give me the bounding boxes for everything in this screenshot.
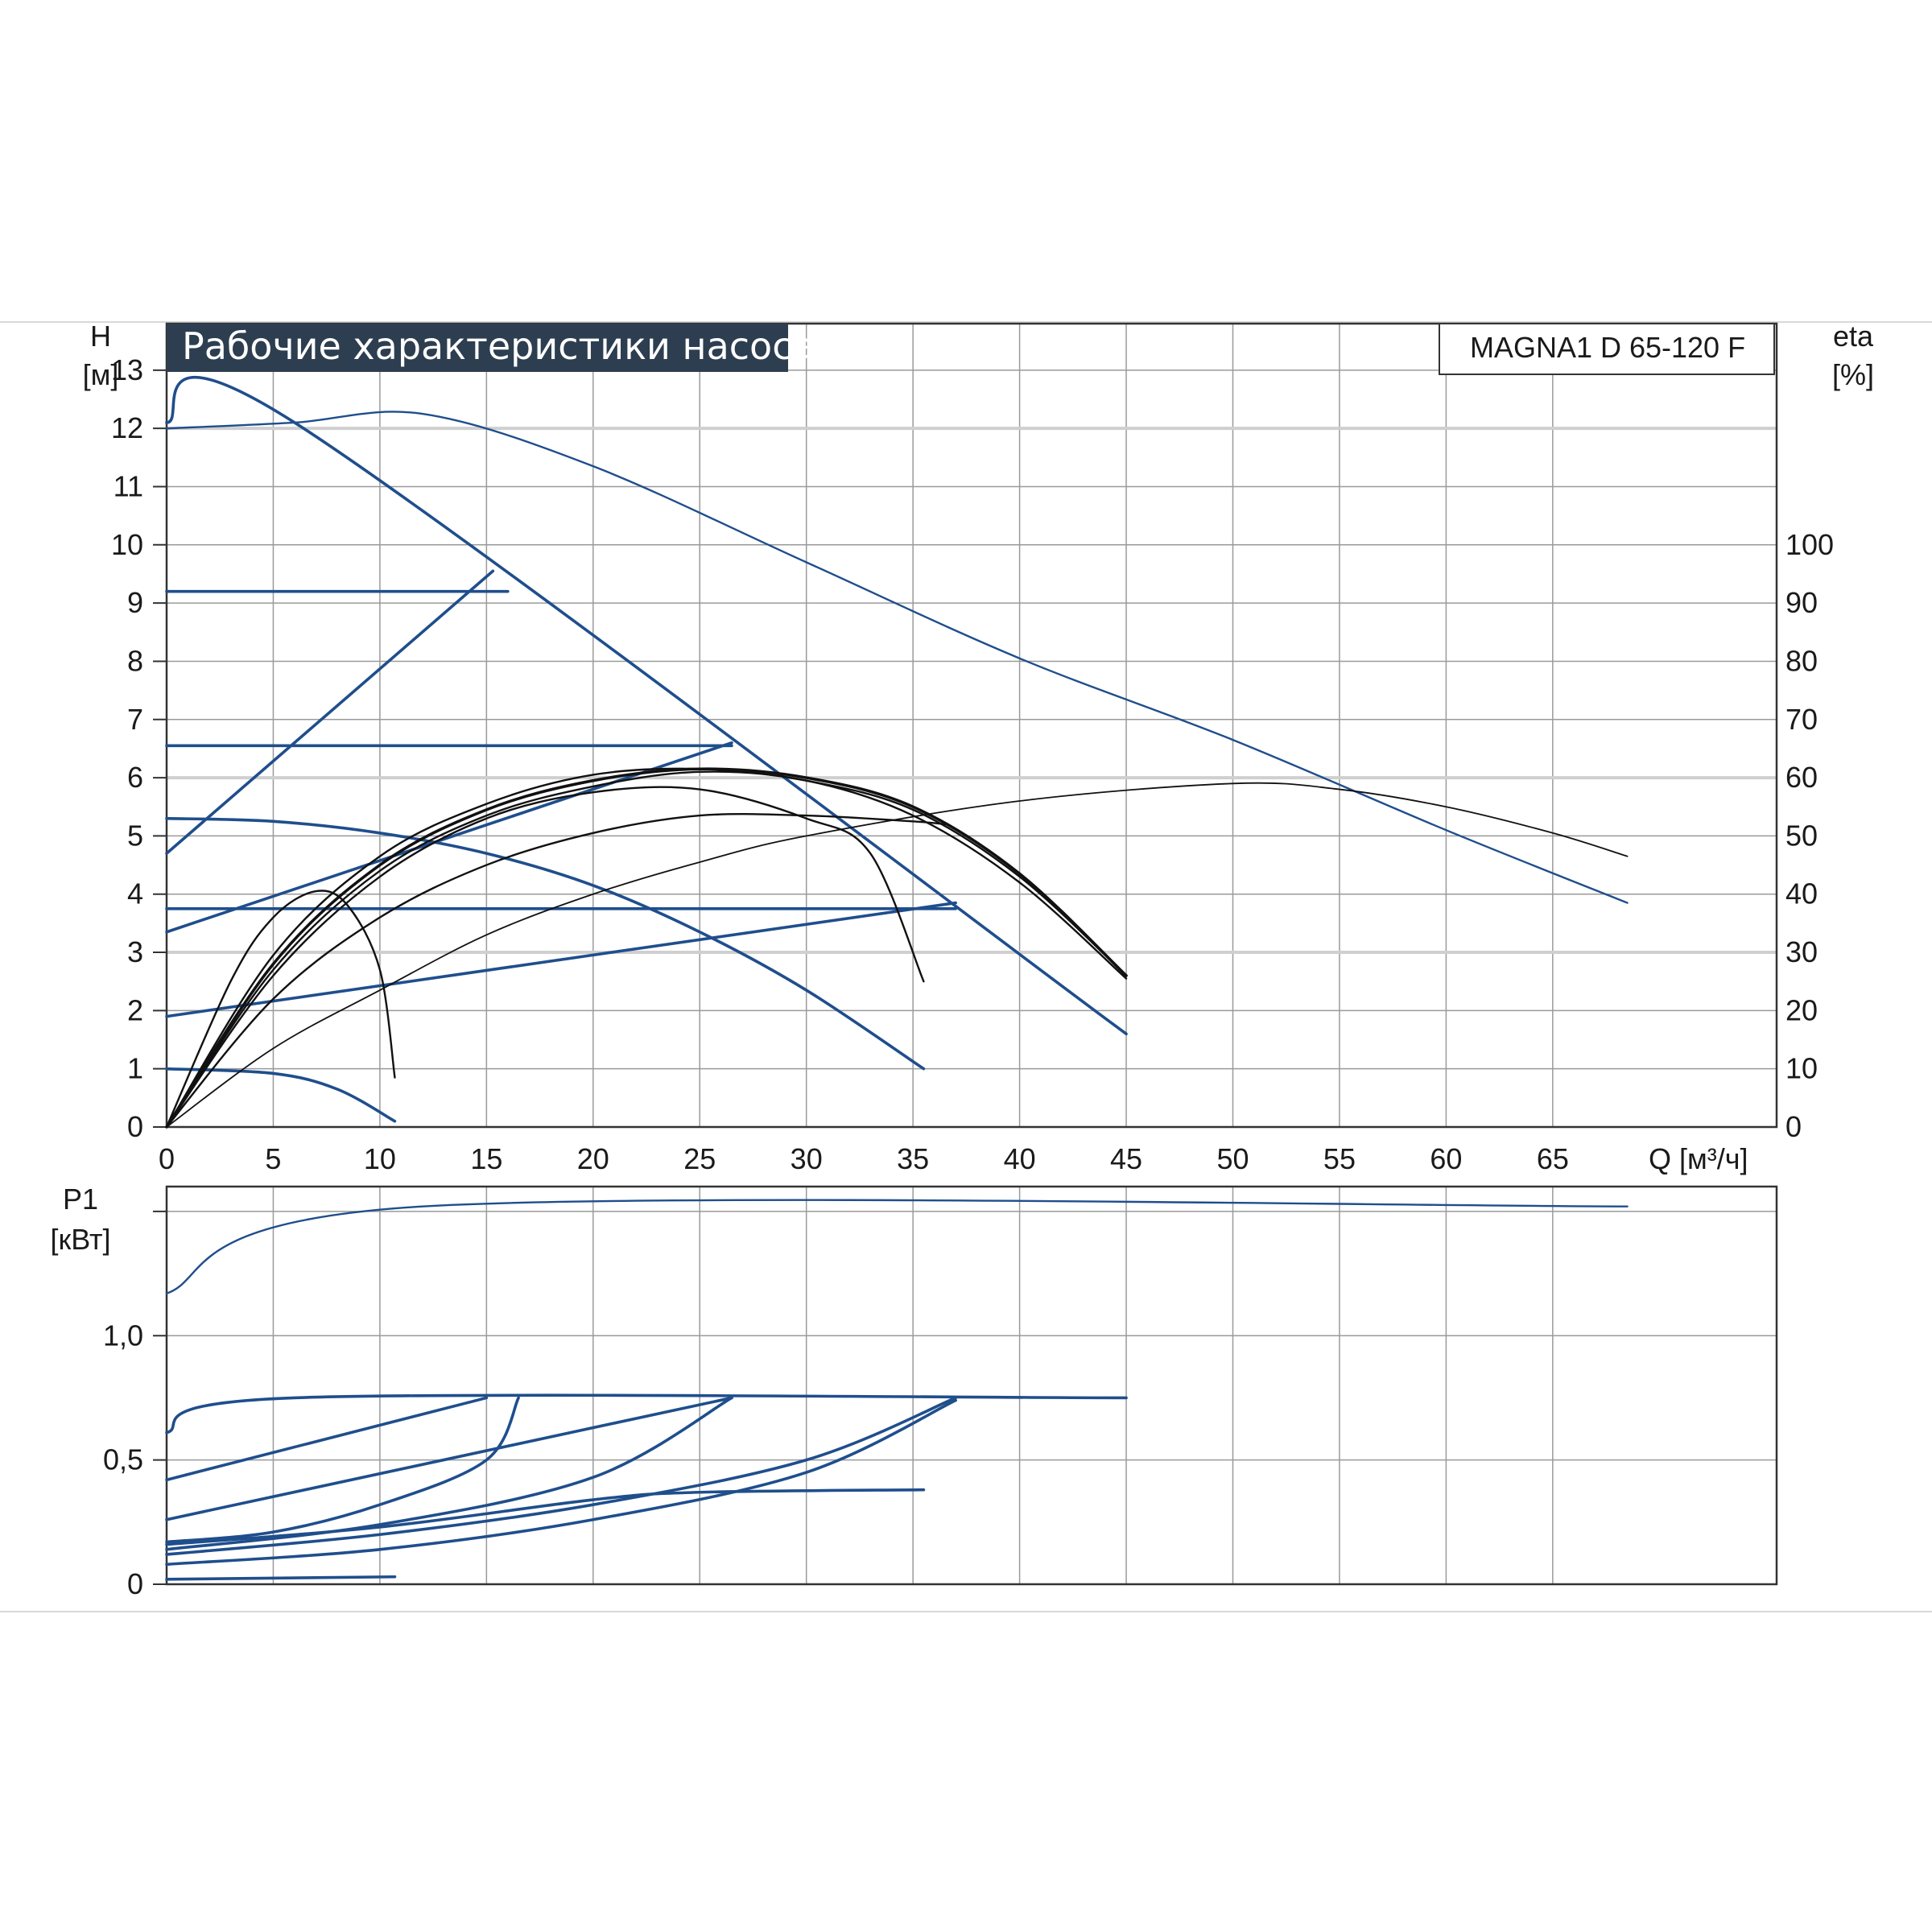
eta-tick-label: 0 <box>1785 1110 1802 1143</box>
h-tick-label: 6 <box>127 761 143 794</box>
eta-tick-label: 70 <box>1785 703 1818 736</box>
q-tick-label: 25 <box>683 1142 716 1175</box>
eta-tick-label: 100 <box>1785 528 1834 561</box>
eta-tick-label: 10 <box>1785 1052 1818 1085</box>
power-curve-7 <box>165 1396 957 1556</box>
h-axis-unit: [м] <box>83 358 119 391</box>
power-curve-10 <box>165 1575 397 1581</box>
eta-tick-label: 30 <box>1785 935 1818 968</box>
chart-title: Рабочие характеристики насоса <box>182 324 815 368</box>
head-plot-grid <box>165 322 1778 1129</box>
q-tick-label: 20 <box>577 1142 609 1175</box>
q-tick-label: 50 <box>1216 1142 1249 1175</box>
q-tick-label: 45 <box>1110 1142 1142 1175</box>
head-curve-10 <box>165 1067 397 1123</box>
head-curve-16 <box>165 770 1128 1129</box>
h-tick-label: 0 <box>127 1110 143 1143</box>
head-curve-12 <box>165 786 925 1129</box>
p-tick-label: 0,5 <box>103 1443 143 1476</box>
h-tick-label: 8 <box>127 644 143 677</box>
h-tick-label: 4 <box>127 877 143 910</box>
p-axis-label: P1 <box>63 1183 98 1216</box>
eta-tick-label: 80 <box>1785 644 1818 677</box>
power-curves <box>165 1199 1629 1581</box>
h-tick-label: 3 <box>127 935 143 968</box>
h-tick-label: 13 <box>111 353 143 386</box>
head-curve-9 <box>165 816 926 1071</box>
head-plot-frame <box>165 322 1778 1129</box>
power-y-ticks: 0 0,5 1,0 <box>103 1210 167 1600</box>
p-axis-unit: [кВт] <box>50 1223 110 1256</box>
q-tick-label: 10 <box>364 1142 396 1175</box>
power-curve-4 <box>165 1396 733 1521</box>
q-tick-label: 15 <box>470 1142 502 1175</box>
h-tick-label: 7 <box>127 703 143 736</box>
power-curve-3 <box>165 1396 489 1482</box>
h-axis-label: H <box>90 320 111 353</box>
eta-axis-label: eta <box>1833 320 1874 353</box>
q-tick-label: 5 <box>265 1142 281 1175</box>
q-tick-label: 0 <box>159 1142 175 1175</box>
head-curve-8 <box>165 901 957 1018</box>
h-tick-label: 11 <box>114 469 143 502</box>
head-curves <box>165 375 1629 1129</box>
q-tick-label: 30 <box>791 1142 823 1175</box>
model-label: MAGNA1 D 65-120 F <box>1470 331 1745 364</box>
head-curve-17 <box>166 782 1629 1128</box>
head-curve-11 <box>165 812 947 1129</box>
h-tick-label: 5 <box>127 819 143 852</box>
head-curve-15 <box>165 767 1128 1129</box>
power-curve-8 <box>165 1398 957 1567</box>
head-curve-14 <box>165 767 1128 1129</box>
eta-tick-label: 20 <box>1785 993 1818 1026</box>
head-curve-13 <box>165 890 396 1129</box>
h-tick-label: 10 <box>111 528 143 561</box>
power-plot-grid <box>165 1185 1778 1586</box>
power-curve-1 <box>165 1199 1629 1294</box>
p-tick-label: 1,0 <box>103 1319 143 1352</box>
head-curve-2 <box>165 375 1128 1036</box>
eta-tick-label: 50 <box>1785 819 1818 852</box>
h-tick-label: 2 <box>127 993 143 1026</box>
eta-axis-unit: [%] <box>1832 358 1874 391</box>
eta-tick-label: 40 <box>1785 877 1818 910</box>
h-tick-label: 12 <box>111 411 143 444</box>
q-tick-label: 35 <box>897 1142 929 1175</box>
q-tick-label: 60 <box>1430 1142 1462 1175</box>
q-tick-label: 55 <box>1323 1142 1356 1175</box>
power-plot-frame <box>165 1185 1778 1586</box>
q-tick-label: 40 <box>1004 1142 1036 1175</box>
head-curve-6 <box>165 569 495 855</box>
p-tick-label: 0 <box>127 1567 143 1600</box>
h-tick-label: 9 <box>127 586 143 619</box>
eta-tick-label: 60 <box>1785 761 1818 794</box>
eta-tick-label: 90 <box>1785 586 1818 619</box>
title-bar <box>167 324 788 372</box>
h-tick-label: 1 <box>127 1052 143 1085</box>
power-curve-6 <box>165 1396 733 1551</box>
power-curve-5 <box>165 1396 520 1544</box>
q-tick-label: 65 <box>1537 1142 1569 1175</box>
power-curve-2 <box>165 1393 1128 1435</box>
power-curve-9 <box>165 1488 926 1546</box>
model-box <box>1439 323 1775 375</box>
eta-y-ticks: 0 10 20 30 40 50 60 70 80 90 100 <box>1785 528 1834 1143</box>
head-curve-1 <box>165 411 1629 904</box>
q-x-ticks: 0 5 10 15 20 25 30 35 40 45 50 55 60 65 <box>159 1142 1569 1175</box>
q-axis-label: Q [м³/ч] <box>1649 1142 1748 1175</box>
